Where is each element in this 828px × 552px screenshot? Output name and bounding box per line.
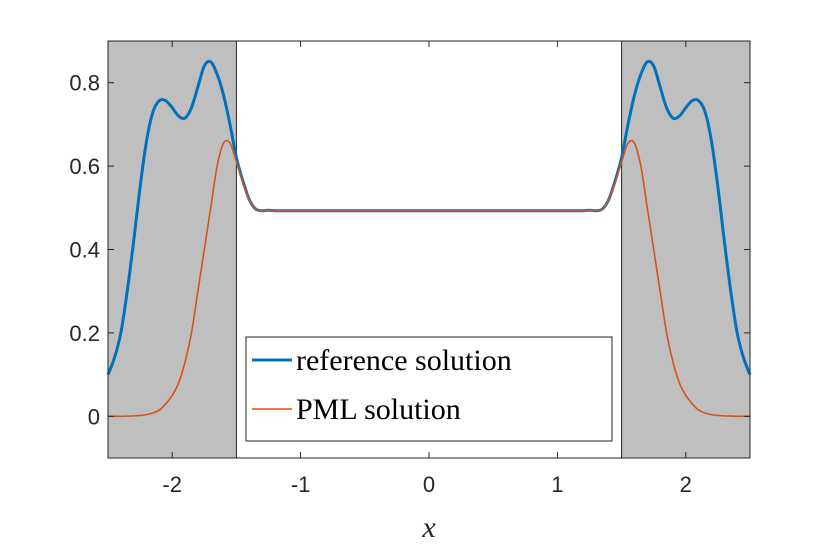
shaded-regions — [107, 40, 751, 459]
series-line-pml — [107, 139, 750, 418]
x-tick-label: -1 — [291, 472, 311, 497]
legend-entry-reference: reference solution — [296, 344, 512, 377]
legend-entry-pml: PML solution — [296, 393, 461, 426]
y-tick-label: 0 — [88, 404, 100, 429]
x-tick-label: 1 — [551, 472, 563, 497]
x-tick-label: 0 — [423, 472, 435, 497]
series-layer — [106, 59, 752, 418]
legend-box — [245, 336, 613, 442]
legend: reference solution PML solution — [245, 336, 613, 442]
x-tick-label: 2 — [680, 472, 692, 497]
y-tick-label: 0.4 — [69, 238, 100, 263]
x-tick-label: -2 — [162, 472, 182, 497]
shaded-region-1 — [621, 40, 751, 459]
y-tick-label: 0.2 — [69, 321, 100, 346]
x-axis-label: x — [421, 511, 436, 544]
shaded-region-0 — [107, 40, 237, 459]
y-tick-label: 0.6 — [69, 154, 100, 179]
x-ticks: -2 -1 0 1 2 — [162, 41, 692, 497]
y-ticks: 0 0.2 0.4 0.6 0.8 — [69, 71, 750, 429]
y-tick-label: 0.8 — [69, 71, 100, 96]
